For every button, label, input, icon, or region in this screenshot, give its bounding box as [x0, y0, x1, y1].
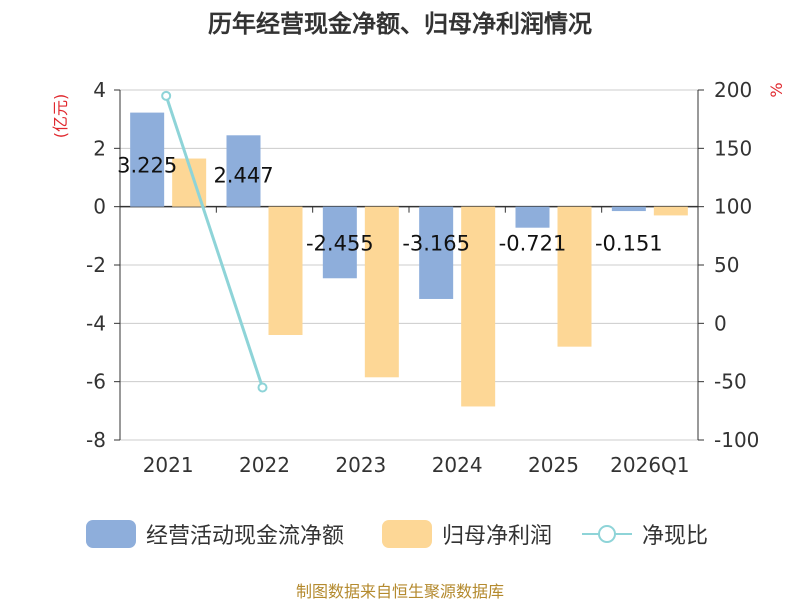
legend-swatch-ratio [582, 525, 632, 543]
ratio-point [257, 382, 268, 393]
right-axis-tick-label: 0 [714, 311, 727, 335]
right-axis-tick-label: 100 [714, 195, 752, 219]
chart-title: 历年经营现金净额、归母净利润情况 [208, 10, 592, 38]
bar-profit [461, 206, 496, 407]
bar-ocf [611, 206, 646, 212]
bar-profit [557, 206, 592, 347]
x-axis-tick-label: 2026Q1 [610, 453, 689, 477]
left-axis-tick-label: -8 [86, 428, 106, 452]
legend: 经营活动现金流净额 归母净利润 净现比 [0, 516, 800, 556]
data-label-ocf: -2.455 [306, 232, 374, 256]
right-axis-tick-label: 150 [714, 136, 752, 160]
left-axis-tick-label: -4 [86, 311, 106, 335]
left-axis-tick-label: 4 [93, 78, 106, 102]
right-axis-unit: % [767, 82, 786, 97]
x-axis-tick-label: 2023 [335, 453, 386, 477]
bar-ocf [515, 206, 550, 228]
legend-swatch-ocf [86, 520, 136, 548]
data-label-ocf: -0.721 [499, 232, 567, 256]
right-axis-tick-label: -50 [714, 370, 747, 394]
data-label-ocf: -3.165 [402, 232, 470, 256]
ratio-line [164, 95, 264, 388]
data-label-ocf: 3.225 [117, 153, 177, 177]
legend-label-ocf: 经营活动现金流净额 [146, 524, 345, 549]
left-axis-tick-label: 0 [93, 195, 106, 219]
right-axis-tick-label: 50 [714, 253, 739, 277]
left-axis-tick-label: -6 [86, 370, 106, 394]
left-axis-unit: (亿元) [51, 94, 70, 139]
right-axis-tick-label: -100 [714, 428, 759, 452]
x-axis-tick-label: 2025 [528, 453, 579, 477]
legend-swatch-profit [382, 520, 432, 548]
bar-profit [653, 206, 688, 216]
legend-label-ratio: 净现比 [642, 524, 709, 549]
legend-label-profit: 归母净利润 [442, 524, 553, 549]
right-axis-tick-label: 200 [714, 78, 752, 102]
legend-item-profit[interactable]: 归母净利润 [382, 516, 552, 552]
bar-ocf [322, 206, 357, 279]
x-axis-tick-label: 2021 [143, 453, 194, 477]
ratio-point [161, 90, 172, 101]
bar-ocf [419, 206, 454, 299]
legend-item-ratio[interactable]: 净现比 [582, 516, 708, 552]
bar-ocf [130, 112, 165, 207]
data-label-ocf: -0.151 [595, 232, 663, 256]
source-footer: 制图数据来自恒生聚源数据库 [295, 582, 504, 601]
x-axis-tick-label: 2022 [239, 453, 290, 477]
bar-profit [364, 206, 399, 378]
left-axis-tick-label: -2 [86, 253, 106, 277]
bar-profit [268, 206, 303, 335]
x-axis-tick-label: 2024 [432, 453, 483, 477]
legend-item-ocf[interactable]: 经营活动现金流净额 [86, 516, 344, 552]
bar-ocf [226, 135, 261, 207]
left-axis-tick-label: 2 [93, 136, 106, 160]
data-label-ocf: 2.447 [213, 164, 273, 188]
